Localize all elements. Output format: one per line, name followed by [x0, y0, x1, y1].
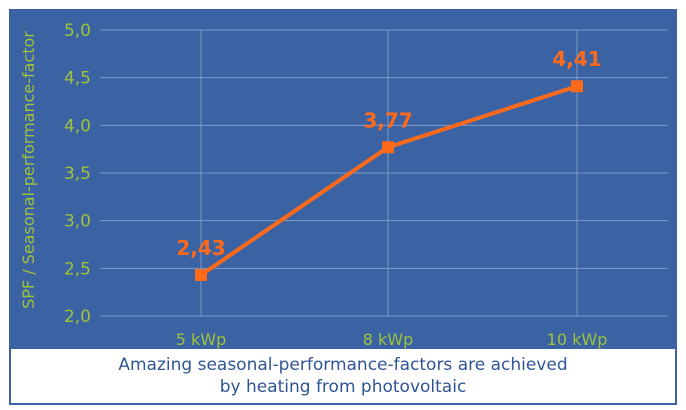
data-labels: 2,43 3,77 4,41 — [176, 47, 601, 260]
y-tick-label: 4,0 — [64, 116, 91, 136]
caption-line-1: Amazing seasonal-performance-factors are… — [118, 355, 568, 375]
data-label: 4,41 — [552, 47, 601, 71]
y-tick-label: 2,5 — [64, 259, 91, 279]
data-point — [195, 269, 207, 282]
line-chart: 2,0 2,5 3,0 3,5 4,0 4,5 5,0 5 kWp 8 kWp 10 kWp S… — [9, 9, 677, 350]
x-tick-label: 5 kWp — [176, 330, 227, 349]
y-tick-label: 5,0 — [64, 21, 91, 41]
y-tick-label: 2,0 — [64, 307, 91, 327]
data-point — [571, 80, 583, 93]
y-tick-label: 3,0 — [64, 212, 91, 232]
data-point — [382, 141, 394, 154]
y-tick-label: 3,5 — [64, 164, 91, 184]
data-label: 3,77 — [363, 108, 412, 132]
x-tick-label: 8 kWp — [363, 330, 414, 349]
chart-caption: Amazing seasonal-performance-factors are… — [9, 349, 677, 405]
data-points — [195, 80, 583, 282]
x-axis-ticks: 5 kWp 8 kWp 10 kWp — [176, 330, 608, 349]
y-axis-label: SPF / Seasonal-performance-factor — [19, 31, 38, 309]
grid-lines — [100, 29, 668, 317]
data-label: 2,43 — [176, 236, 225, 260]
y-tick-label: 4,5 — [64, 69, 91, 89]
caption-line-2: by heating from photovoltaic — [219, 377, 467, 397]
x-tick-label: 10 kWp — [547, 330, 608, 349]
y-axis-ticks: 2,0 2,5 3,0 3,5 4,0 4,5 5,0 — [64, 21, 91, 327]
